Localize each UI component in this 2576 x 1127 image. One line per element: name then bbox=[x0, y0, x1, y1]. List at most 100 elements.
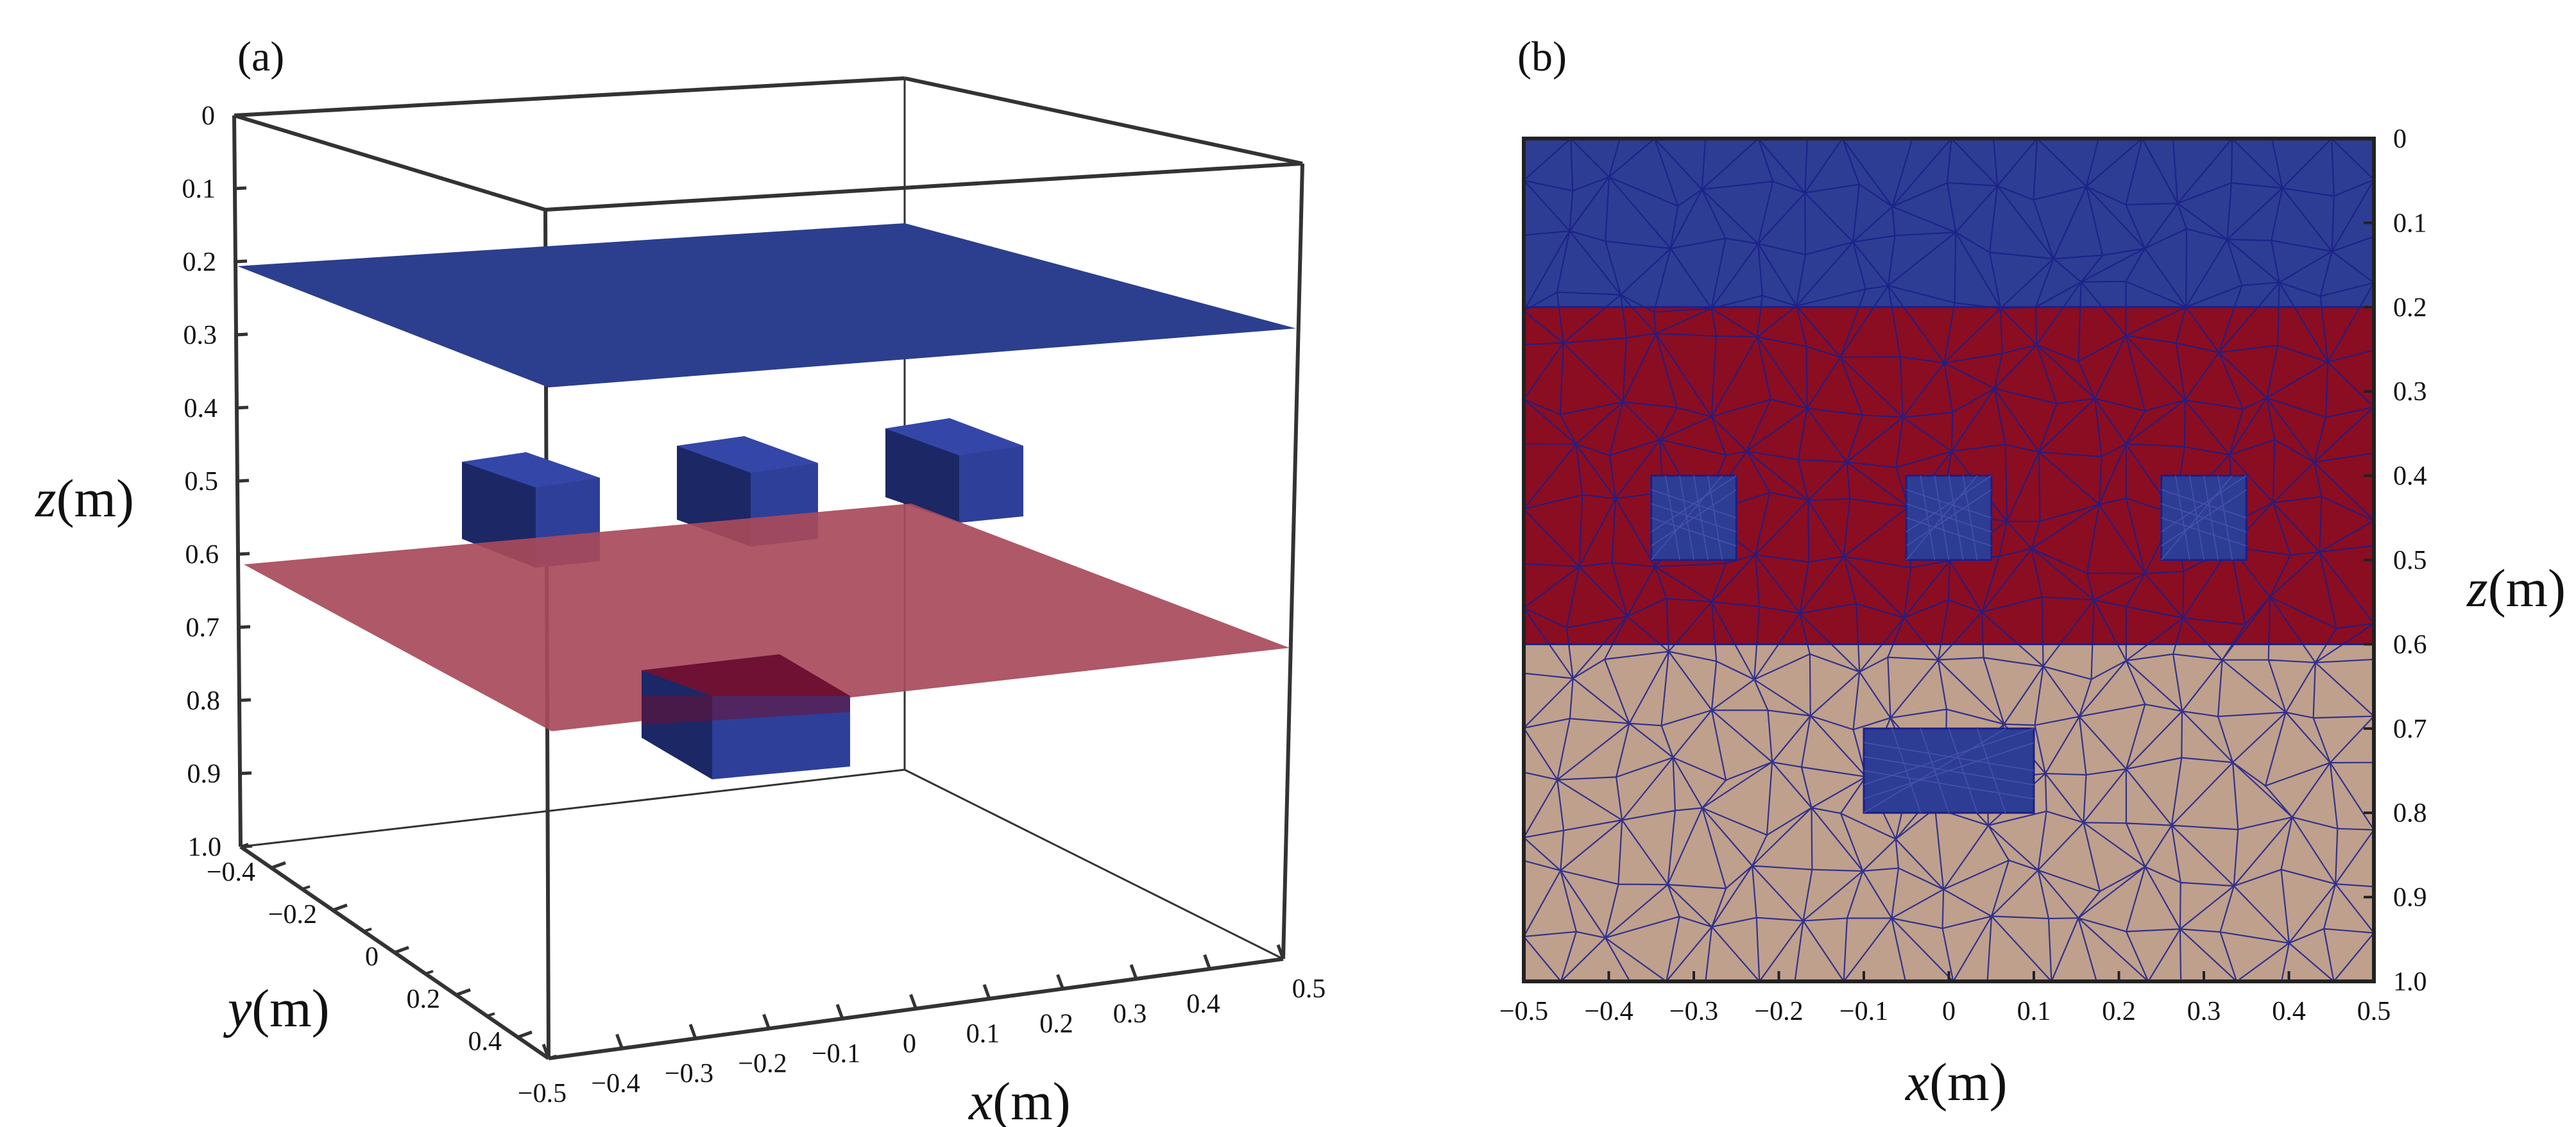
inclusion-mesh bbox=[1651, 475, 1737, 561]
z-tick-mark bbox=[237, 479, 250, 483]
z-tick-label: 0.6 bbox=[185, 540, 219, 570]
panel-a-3d-model: (a) bbox=[35, 33, 1326, 1127]
x-tick-label: 0.5 bbox=[1292, 974, 1326, 1004]
panel-b-label: (b) bbox=[1517, 33, 1567, 80]
x-tick-label: 0 bbox=[903, 1030, 916, 1059]
x-tick-mark bbox=[835, 1004, 844, 1019]
x-tick-label: −0.4 bbox=[591, 1069, 640, 1099]
z-tick-label: 0.2 bbox=[2393, 293, 2427, 323]
z-tick-label: 0.1 bbox=[182, 174, 216, 204]
panel-a-x-ticks: −0.5 −0.4 −0.3 −0.2 −0.1 0 0.1 0.2 0.3 0.4 0.5 bbox=[518, 944, 1326, 1108]
y-tick-label: 0.4 bbox=[468, 1027, 502, 1056]
x-tick-mark bbox=[762, 1013, 771, 1030]
y-minor-tick bbox=[548, 1055, 557, 1060]
mesh bbox=[1523, 137, 2375, 983]
panel-b-z-ticks: 0 0.1 0.2 0.3 0.4 0.5 0.6 0.7 0.8 0.9 1.0 bbox=[2364, 124, 2427, 997]
z-tick-label: 0.5 bbox=[2393, 546, 2427, 575]
y-minor-tick bbox=[271, 864, 280, 869]
x-tick-label: 0.2 bbox=[1039, 1010, 1073, 1039]
x-tick-mark bbox=[982, 984, 991, 999]
z-tick-label: 0.7 bbox=[2393, 715, 2427, 744]
y-tick-label: 0.2 bbox=[407, 985, 441, 1014]
y-minor-tick bbox=[394, 949, 403, 954]
x-tick-label: 0.1 bbox=[966, 1019, 1000, 1049]
z-tick-label: 0.8 bbox=[187, 686, 221, 716]
x-tick-mark bbox=[1276, 944, 1285, 960]
x-tick-label: −0.4 bbox=[1584, 997, 1633, 1026]
x-tick-mark bbox=[1056, 974, 1064, 990]
z-tick-mark bbox=[235, 332, 248, 337]
box-edge-right-top bbox=[904, 76, 1303, 165]
panel-b-z-label: z(m) bbox=[2466, 559, 2566, 618]
panel-a-z-label: z(m) bbox=[35, 469, 134, 529]
box-edge-back-top bbox=[234, 76, 905, 117]
lower-interface-plane bbox=[244, 504, 1290, 731]
block-4 bbox=[642, 654, 850, 779]
y-minor-tick bbox=[517, 1033, 526, 1038]
z-tick-label: 0.9 bbox=[187, 759, 221, 789]
x-tick-label: −0.1 bbox=[812, 1039, 860, 1069]
x-tick-label: 0.3 bbox=[2187, 997, 2221, 1026]
y-minor-tick bbox=[302, 885, 311, 890]
z-tick-label: 0.4 bbox=[184, 394, 218, 423]
z-tick-label: 0.7 bbox=[186, 613, 220, 643]
y-tick-label: −0.2 bbox=[268, 900, 317, 929]
z-tick-label: 0 bbox=[201, 101, 215, 131]
z-tick-label: 0.8 bbox=[2393, 799, 2427, 828]
inclusion-mesh bbox=[1863, 728, 2034, 813]
y-minor-tick bbox=[363, 928, 372, 933]
inclusions bbox=[1650, 475, 2248, 814]
upper-interface-plane bbox=[237, 223, 1296, 387]
x-tick-label: 0.3 bbox=[1113, 999, 1147, 1029]
z-tick-label: 1.0 bbox=[188, 833, 222, 862]
z-tick-label: 0.3 bbox=[2393, 377, 2427, 407]
x-tick-label: −0.5 bbox=[1499, 997, 1548, 1026]
z-tick-label: 1.0 bbox=[2393, 967, 2427, 997]
inclusion-mesh bbox=[1906, 475, 1992, 561]
z-tick-mark bbox=[234, 186, 247, 191]
x-tick-label: 0 bbox=[1942, 997, 1956, 1026]
x-tick-label: 0.4 bbox=[2272, 997, 2306, 1026]
block-3 bbox=[885, 418, 1023, 523]
panel-a-z-ticks: 0 0.1 0.2 0.3 0.4 0.5 0.6 0.7 0.8 0.9 1.0 bbox=[182, 101, 253, 862]
x-tick-mark bbox=[909, 994, 917, 1010]
x-tick-mark bbox=[615, 1033, 624, 1049]
box-edge-back-bottom bbox=[240, 768, 905, 848]
panel-b-2d-mesh: (b) 0 0.1 0.2 0.3 0.4 0.5 0.6 0.7 0.8 0.9 1.0 −0.5… bbox=[1499, 33, 2566, 1112]
inclusion-mesh bbox=[2161, 475, 2247, 561]
x-tick-label: −0.5 bbox=[518, 1079, 567, 1108]
box-edge-right-bottom bbox=[904, 768, 1284, 960]
z-tick-label: 0.3 bbox=[183, 321, 218, 350]
x-tick-label: −0.1 bbox=[1839, 997, 1888, 1026]
x-tick-label: 0.4 bbox=[1186, 990, 1220, 1019]
y-minor-tick bbox=[332, 906, 341, 911]
x-tick-mark bbox=[1203, 954, 1211, 970]
box-edge-left-top bbox=[234, 114, 546, 212]
x-tick-label: 0.1 bbox=[2017, 997, 2051, 1026]
panel-a-y-label: y(m) bbox=[223, 979, 330, 1038]
z-tick-label: 0.1 bbox=[2393, 208, 2427, 238]
box-edge-front-top bbox=[545, 162, 1303, 212]
panel-b-x-label: x(m) bbox=[1904, 1053, 2008, 1112]
y-tick-label: 0 bbox=[365, 942, 379, 972]
x-tick-label: −0.3 bbox=[665, 1059, 713, 1089]
z-tick-label: 0.4 bbox=[2393, 462, 2427, 491]
x-tick-label: −0.3 bbox=[1669, 997, 1718, 1026]
x-tick-mark bbox=[688, 1024, 697, 1039]
panel-a-y-ticks: −0.4 −0.2 0 0.2 0.4 bbox=[207, 843, 557, 1060]
x-tick-label: 0.2 bbox=[2102, 997, 2136, 1026]
z-tick-label: 0.9 bbox=[2393, 883, 2427, 913]
z-tick-label: 0.6 bbox=[2393, 630, 2427, 659]
x-tick-label: 0.5 bbox=[2357, 997, 2391, 1026]
panel-b-x-ticks: −0.5 −0.4 −0.3 −0.2 −0.1 0 0.1 0.2 0.3 0.4 0.5 bbox=[1499, 971, 2391, 1026]
x-tick-mark bbox=[1129, 964, 1138, 979]
z-tick-label: 0.2 bbox=[183, 248, 217, 277]
y-minor-tick bbox=[425, 970, 434, 975]
y-minor-tick bbox=[240, 843, 249, 848]
y-minor-tick bbox=[486, 1012, 495, 1017]
panel-a-x-label: x(m) bbox=[968, 1072, 1071, 1127]
panel-a-label: (a) bbox=[237, 33, 284, 80]
y-minor-tick bbox=[456, 991, 465, 996]
box-edge-right-vertical bbox=[1281, 163, 1304, 960]
